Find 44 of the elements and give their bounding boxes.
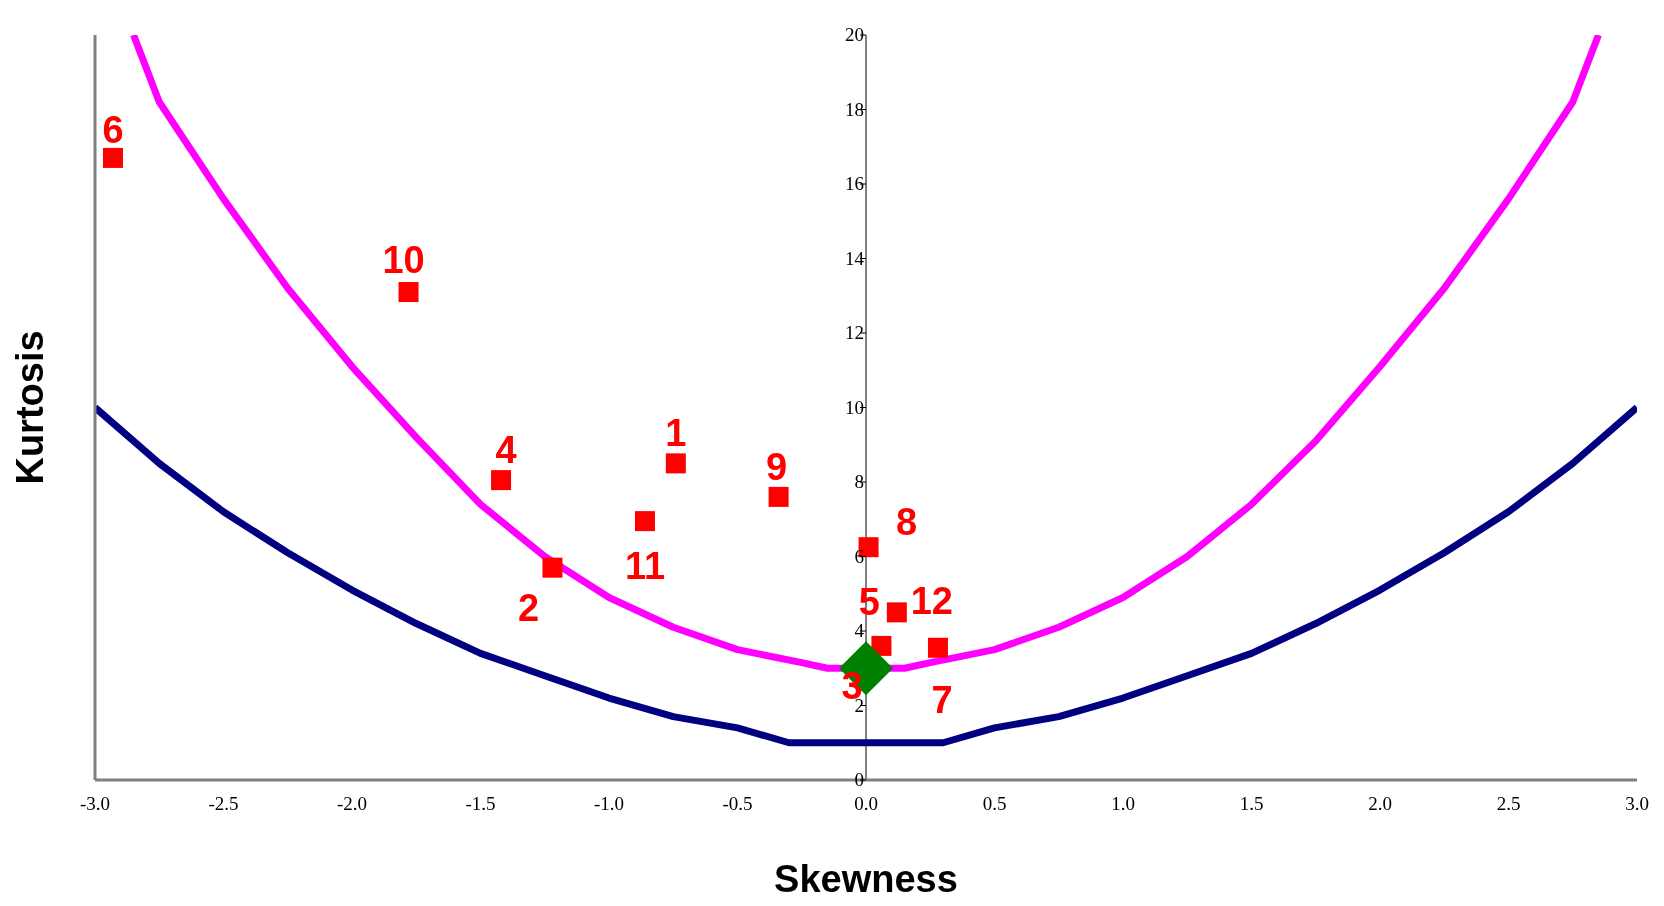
point [102,147,123,168]
y-tick-label: 4 [854,620,865,641]
point [491,470,512,491]
annotation: 7 [931,678,953,721]
y-tick-label: 10 [845,396,864,418]
point [398,282,419,303]
y-axis-title: Kurtosis [9,330,52,485]
x-tick-label: 1.0 [1111,793,1135,814]
x-tick-label: -2.0 [336,793,368,814]
point [665,453,686,474]
x-tick-label: 2.0 [1368,793,1392,814]
x-tick-label: 0.5 [982,793,1007,814]
point [634,511,655,532]
annotation: 5 [858,580,880,623]
x-tick-label: 1.5 [1239,793,1264,814]
point [542,557,563,578]
x-axis-title: Skewness [774,858,958,900]
x-tick-label: -3.0 [79,793,111,814]
y-tick-label: 18 [845,98,864,120]
y-tick-label: 14 [845,247,865,269]
annotation: 2 [517,586,540,629]
x-tick-label: -2.5 [208,793,239,814]
annotation: 4 [495,429,517,472]
annotation: 1 [665,412,687,455]
y-tick-label: 8 [854,471,864,492]
x-tick-label: 3.0 [1625,793,1649,814]
point [886,602,907,623]
annotation: 9 [766,445,788,488]
annotation: 6 [102,108,124,151]
x-tick-label: 2.5 [1496,793,1521,814]
annotation: 8 [896,501,918,544]
point [768,486,789,507]
annotation: 11 [624,545,666,588]
x-tick-label: -1.0 [593,793,625,814]
y-tick-label: 16 [845,173,864,194]
y-tick-label: 20 [845,24,864,45]
y-tick-label: 0 [854,769,864,790]
x-tick-label: -1.5 [465,793,496,814]
x-tick-label: 0.0 [854,793,878,814]
point [927,637,948,658]
y-tick-label: 12 [845,322,864,343]
x-tick-label: -0.5 [722,793,753,814]
annotation: 12 [910,580,953,623]
annotation: 10 [382,239,425,282]
